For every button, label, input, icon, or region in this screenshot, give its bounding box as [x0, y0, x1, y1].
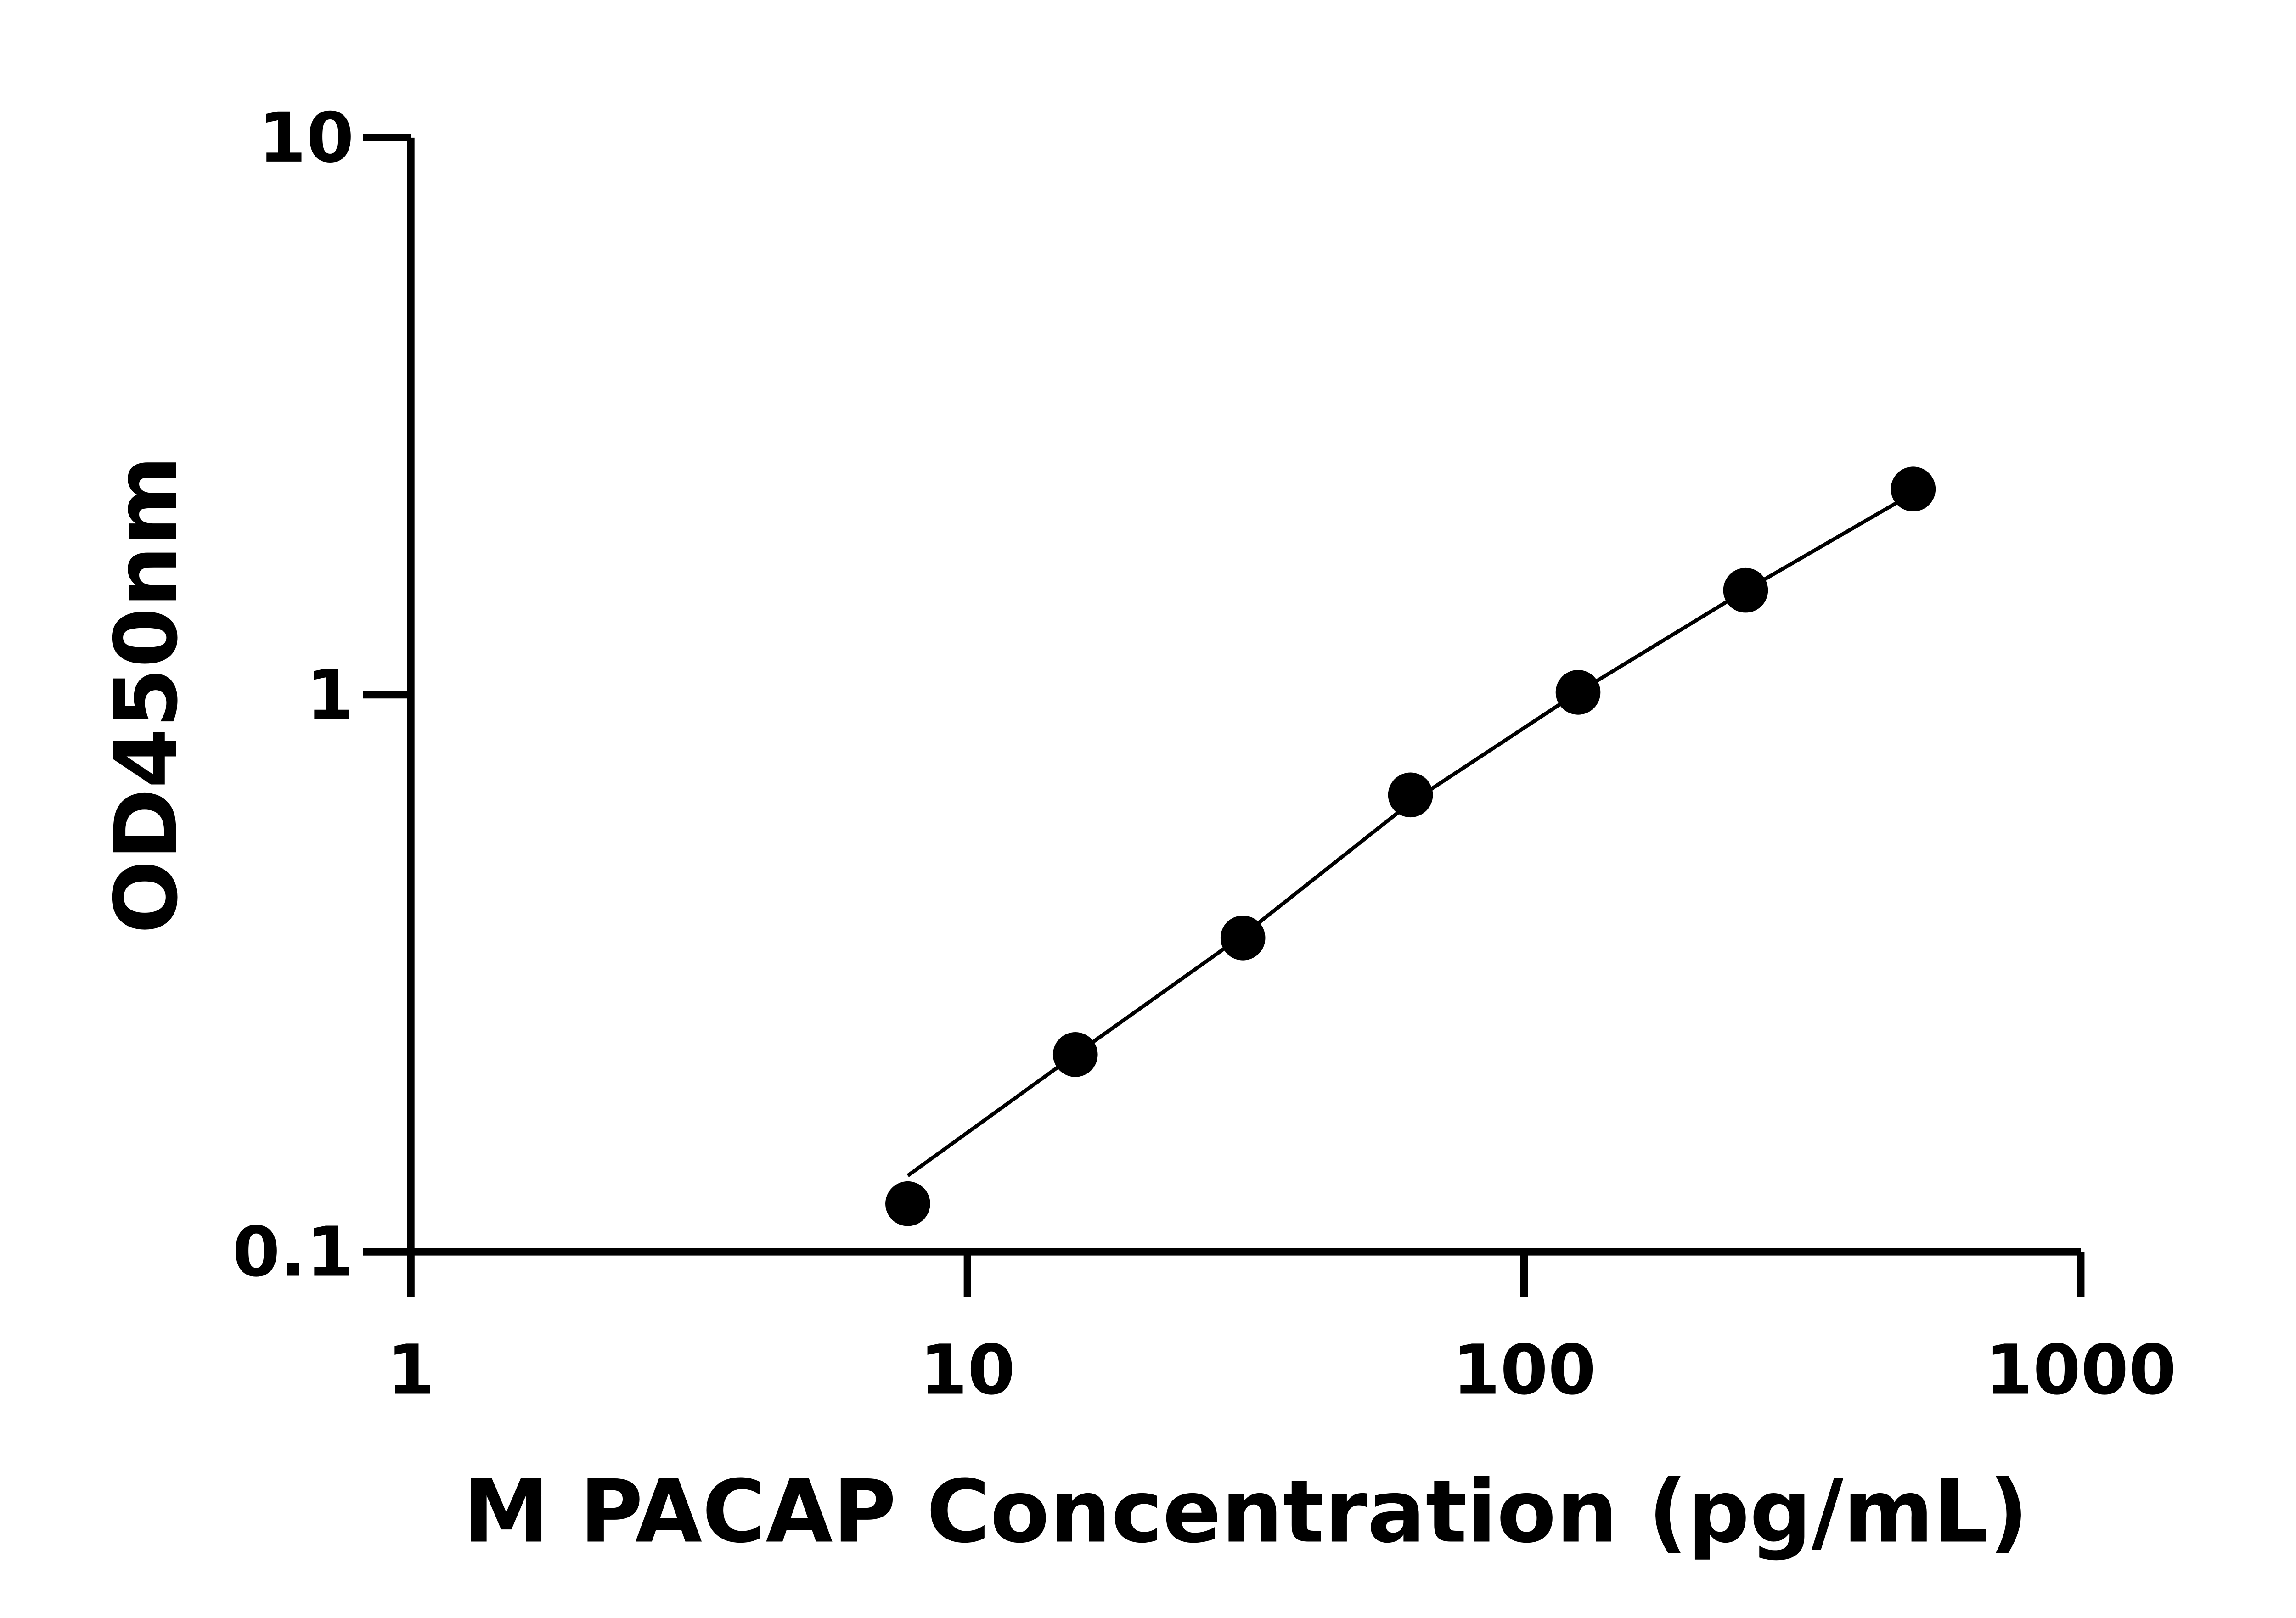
x-tick-label: 1000 — [1985, 1331, 2176, 1410]
x-tick-label: 1 — [387, 1331, 434, 1410]
data-point — [1052, 1032, 1098, 1077]
data-point — [1388, 772, 1433, 818]
data-point — [885, 1181, 930, 1226]
x-tick-label: 10 — [920, 1331, 1015, 1410]
y-tick-label: 1 — [306, 655, 354, 735]
data-point — [1220, 916, 1266, 961]
y-tick-label: 0.1 — [232, 1213, 354, 1292]
x-tick-label: 100 — [1452, 1331, 1596, 1410]
y-axis-title: OD450nm — [96, 455, 197, 934]
data-point — [1723, 567, 1768, 613]
x-axis-title: M PACAP Concentration (pg/mL) — [463, 1462, 2028, 1562]
y-tick-label: 10 — [259, 98, 354, 178]
data-point — [1891, 466, 1936, 511]
data-point — [1555, 670, 1601, 715]
